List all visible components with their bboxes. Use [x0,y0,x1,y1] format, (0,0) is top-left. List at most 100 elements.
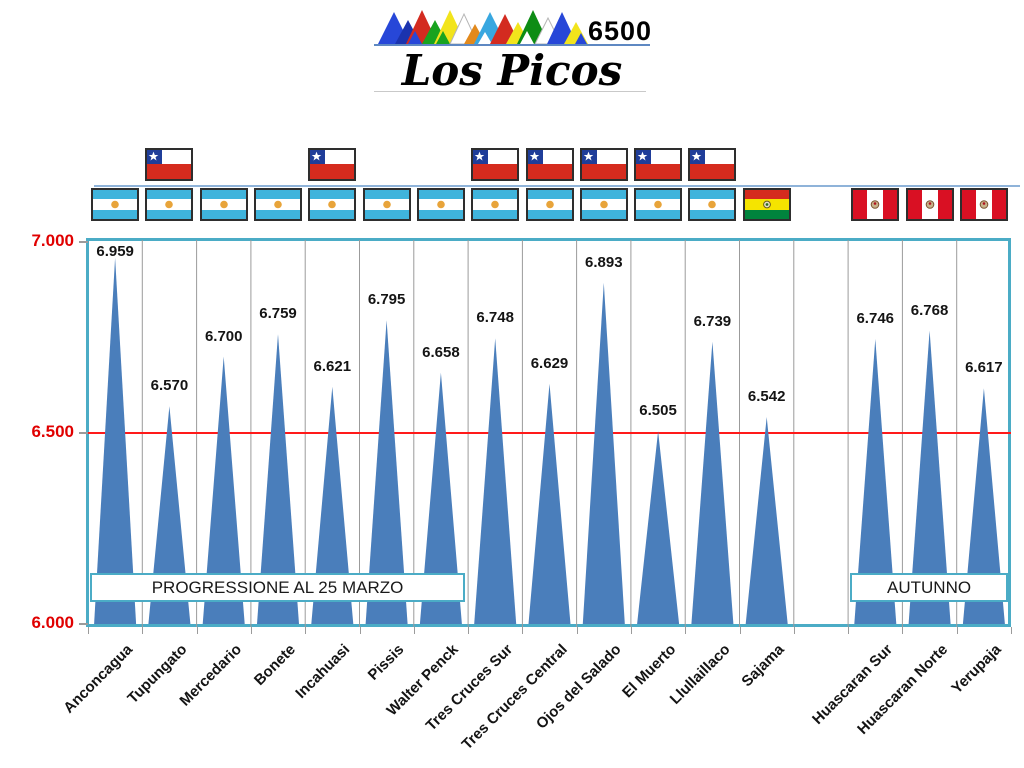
category-label: Anconcagua [60,641,137,717]
peak-value-label: 6.542 [747,387,786,405]
peak-triangle [908,330,951,624]
argentina-flag-icon [416,188,465,221]
argentina-flag-icon [308,188,357,221]
logo-baseline [374,44,650,46]
peak-triangle [528,383,571,624]
peak-value-label: 6.570 [150,377,189,395]
y-tick [79,623,88,625]
peak-triangle [745,417,788,624]
x-tick [522,627,524,634]
x-tick [196,627,198,634]
peak-value-label: 6.959 [96,243,134,260]
logo-number: 6500 [588,16,653,46]
flag-row-separator [94,185,1020,187]
peak-value-label: 6.893 [585,253,623,271]
category-label: Bonete [251,641,300,689]
chile-flag-icon [471,148,520,181]
argentina-flag-icon [199,188,248,221]
category-label: Yerupaja [948,641,1005,698]
argentina-flag-icon [688,188,737,221]
x-tick [902,627,904,634]
x-tick [956,627,958,634]
x-tick [1011,627,1012,634]
x-tick [576,627,578,634]
argentina-flag-icon [634,188,683,221]
x-tick [848,627,850,634]
y-tick [79,432,88,434]
category-label: Pissis [364,641,408,684]
x-tick [142,627,144,634]
argentina-flag-icon [525,188,574,221]
peak-triangle [691,341,734,624]
chile-flag-icon [525,148,574,181]
peak-triangle [582,282,625,624]
x-tick [793,627,795,634]
logo-mountains-icon [378,10,588,45]
peak-triangle [474,338,517,624]
argentina-flag-icon [91,188,140,221]
peak-triangle [202,356,245,624]
peak-value-label: 6.768 [910,301,949,319]
x-tick [685,627,687,634]
peak-triangle [854,339,897,624]
y-tick [79,241,88,243]
x-tick [739,627,741,634]
y-axis-label: 6.000 [31,613,74,632]
peak-value-label: 6.759 [259,305,297,323]
peru-flag-icon [851,188,900,221]
peaks-plot [88,240,1011,627]
logo-mountain-triangle [575,33,587,44]
y-axis-label: 7.000 [31,231,74,250]
logo-mountain-triangle [520,31,534,44]
peak-value-label: 6.700 [204,327,243,345]
y-axis-label: 6.500 [31,422,74,441]
peru-flag-icon [905,188,954,221]
peak-value-label: 6.617 [965,359,1003,377]
category-label: Tres Cruces Central [458,641,571,754]
x-tick [88,627,89,634]
peak-triangle [148,406,191,624]
x-tick [630,627,632,634]
x-tick [413,627,415,634]
peak-value-label: 6.629 [530,354,569,372]
peak-triangle [257,334,299,624]
argentina-flag-icon [254,188,302,221]
logo-mountain-triangle [436,31,450,44]
peak-triangle [365,320,408,624]
category-label: Incahuasi [292,641,354,702]
x-tick [468,627,470,634]
logo-mountain-triangle [478,32,492,44]
logo-underline [374,91,646,92]
x-tick [305,627,307,634]
peak-triangle [962,388,1005,624]
autumn-group-box: AUTUNNO [850,573,1008,602]
peak-value-label: 6.621 [313,357,352,375]
argentina-flag-icon [471,188,520,221]
peak-triangle [419,372,462,624]
argentina-flag-icon [579,188,628,221]
peak-value-label: 6.505 [639,402,677,420]
x-tick [359,627,361,634]
peak-value-label: 6.746 [856,310,895,328]
peak-value-label: 6.658 [422,343,460,361]
logo-mountain-triangle [408,31,422,44]
chile-flag-icon [579,148,628,181]
logo-brand-name: Los Picos [401,46,623,95]
chile-flag-icon [634,148,683,181]
argentina-flag-icon [145,188,194,221]
peak-triangle [311,386,354,624]
chile-flag-icon [688,148,737,181]
peak-triangle [94,257,137,624]
peak-value-label: 6.748 [476,309,514,327]
peak-triangle [637,431,680,624]
argentina-flag-icon [362,188,411,221]
progress-group-box: PROGRESSIONE AL 25 MARZO [90,573,466,602]
bolivia-flag-icon [742,188,791,221]
chile-flag-icon [145,148,194,181]
peru-flag-icon [959,188,1008,221]
category-label: Sajama [738,641,788,691]
x-tick [250,627,252,634]
chile-flag-icon [308,148,357,181]
peak-value-label: 6.739 [693,312,732,330]
